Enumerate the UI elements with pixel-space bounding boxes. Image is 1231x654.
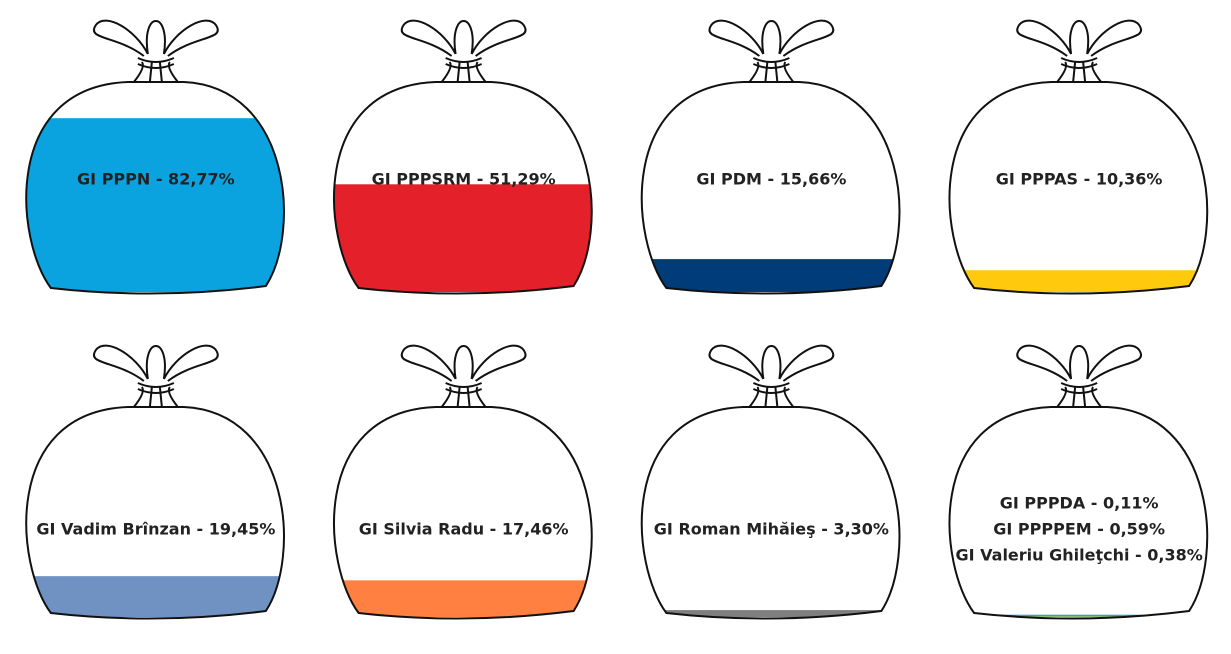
bag-label: GI Roman Mihăieş - 3,30% bbox=[654, 520, 889, 539]
bag-label: GI PPPDA - 0,11% bbox=[1000, 494, 1159, 513]
fill-level bbox=[299, 580, 629, 617]
bag-fill bbox=[0, 118, 321, 292]
bag: GI PPPDA - 0,11% GI PPPPEM - 0,59% GI Vale… bbox=[914, 346, 1231, 619]
bag-top bbox=[1017, 346, 1141, 381]
bag-label: GI PDM - 15,66% bbox=[696, 170, 846, 189]
bag-top bbox=[1017, 21, 1141, 56]
bag-body bbox=[950, 407, 1208, 619]
bag-fill bbox=[914, 615, 1231, 617]
bag-top bbox=[402, 21, 526, 56]
bag-body bbox=[642, 407, 900, 619]
bag: GI PPPAS - 10,36% bbox=[914, 21, 1231, 294]
fill-level bbox=[914, 615, 1231, 616]
bag-label: GI Silvia Radu - 17,46% bbox=[359, 520, 569, 539]
bag-label: GI PPPN - 82,77% bbox=[77, 170, 235, 189]
fill-level bbox=[914, 270, 1231, 292]
bag: GI Silvia Radu - 17,46% bbox=[299, 346, 629, 619]
bag: GI PPPN - 82,77% bbox=[0, 21, 321, 294]
bag: GI PPPSRM - 51,29% bbox=[299, 21, 629, 294]
bag-top bbox=[709, 21, 833, 56]
bag-top bbox=[94, 346, 218, 381]
bag: GI PDM - 15,66% bbox=[606, 21, 936, 294]
bag-top bbox=[709, 346, 833, 381]
bag-top bbox=[94, 21, 218, 56]
bag: GI Vadim Brînzan - 19,45% bbox=[0, 346, 321, 619]
fill-level bbox=[0, 118, 321, 292]
chart: GI PPPN - 82,77% GI PPPSRM - 51,29% GI PDM… bbox=[0, 0, 1231, 650]
bag-label: GI Valeriu Ghileţchi - 0,38% bbox=[955, 546, 1202, 565]
bag-label: GI Vadim Brînzan - 19,45% bbox=[36, 520, 275, 539]
bag-label: GI PPPAS - 10,36% bbox=[996, 170, 1163, 189]
fill-level bbox=[606, 610, 936, 617]
bag-label: GI PPPPEM - 0,59% bbox=[993, 520, 1165, 539]
bag-fill bbox=[299, 580, 629, 617]
fill-level bbox=[914, 616, 1231, 617]
bag-label: GI PPPSRM - 51,29% bbox=[372, 170, 556, 189]
bag-fill bbox=[606, 610, 936, 617]
bag-top bbox=[402, 346, 526, 381]
bag-fill bbox=[914, 270, 1231, 292]
bag: GI Roman Mihăieş - 3,30% bbox=[606, 346, 936, 619]
